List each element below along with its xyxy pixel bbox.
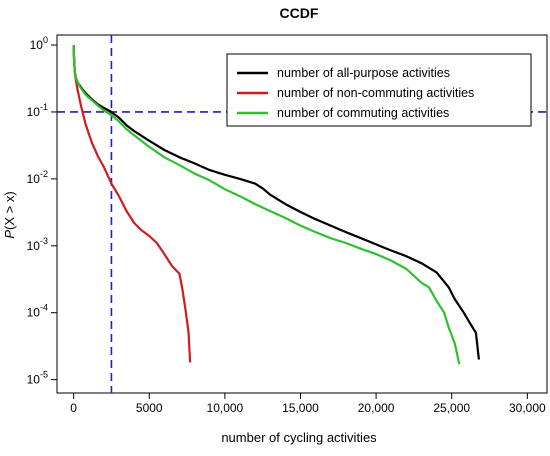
y-tick-base: 10	[27, 239, 41, 253]
series-line-number-of-commuting-activities	[72, 44, 461, 365]
x-tick-label: 5000	[136, 401, 163, 415]
y-axis-title-var: P	[2, 230, 17, 239]
x-tick-label: 10,000	[207, 401, 244, 415]
y-tick-base: 10	[27, 306, 41, 320]
x-axis-title: number of cycling activities	[221, 430, 377, 445]
legend-label: number of all-purpose activities	[277, 66, 450, 80]
x-axis: 0 5000 10,000 15,000 20,000 25,000 30,000	[70, 393, 546, 415]
x-tick-label: 30,000	[509, 401, 546, 415]
legend-label: number of non-commuting activities	[277, 86, 474, 100]
legend: number of all-purpose activities number o…	[226, 53, 532, 127]
y-tick-label: 10-3	[27, 236, 48, 253]
chart-title: CCDF	[280, 5, 319, 21]
x-tick-label: 0	[70, 401, 77, 415]
y-axis-title-rest: (X > x)	[2, 191, 17, 230]
x-tick-label: 25,000	[433, 401, 470, 415]
legend-box	[226, 53, 532, 127]
y-tick-label: 10-1	[27, 102, 48, 119]
y-tick-label: 10-2	[27, 169, 48, 186]
y-tick-base: 10	[27, 373, 41, 387]
y-tick-base: 10	[27, 172, 41, 186]
x-tick-label: 15,000	[282, 401, 319, 415]
y-tick-label: 10-4	[27, 303, 48, 320]
y-tick-exponent: -2	[40, 169, 48, 179]
plot-frame	[56, 34, 548, 394]
y-axis-title: P(X > x)	[2, 191, 17, 238]
y-tick-base: 10	[30, 38, 44, 52]
y-tick-exponent: -1	[40, 102, 48, 112]
y-tick-exponent: 0	[43, 35, 48, 45]
x-tick-label: 20,000	[358, 401, 395, 415]
y-tick-label: 10-5	[27, 370, 48, 387]
y-tick-label: 100	[30, 35, 48, 52]
y-tick-base: 10	[27, 105, 41, 119]
y-tick-exponent: -4	[40, 303, 48, 313]
y-tick-exponent: -5	[40, 370, 48, 380]
y-tick-exponent: -3	[40, 236, 48, 246]
legend-label: number of commuting activities	[277, 106, 449, 120]
series-group	[72, 44, 480, 365]
series-line-number-of-non-commuting-activities	[72, 44, 192, 363]
